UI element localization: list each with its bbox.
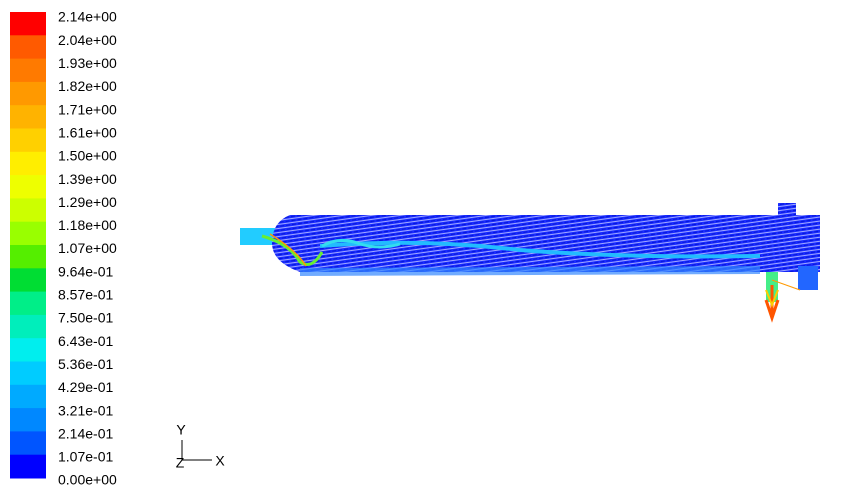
color-band bbox=[10, 175, 46, 199]
colorbar-label: 1.71e+00 bbox=[58, 101, 117, 117]
vessel-bottom bbox=[300, 266, 760, 276]
colorbar-label: 1.50e+00 bbox=[58, 148, 117, 164]
color-band bbox=[10, 151, 46, 176]
side-box bbox=[798, 266, 818, 290]
colorbar-label: 2.14e-01 bbox=[58, 425, 113, 441]
outlet-arrows bbox=[764, 285, 780, 323]
color-band bbox=[10, 58, 46, 83]
color-band bbox=[10, 384, 46, 409]
colorbar-label: 1.39e+00 bbox=[58, 171, 117, 187]
stream bbox=[321, 239, 401, 249]
color-band bbox=[10, 128, 46, 153]
colorbar-label: 9.64e-01 bbox=[58, 263, 113, 279]
color-band bbox=[10, 408, 46, 432]
colorbar-label: 8.57e-01 bbox=[58, 287, 113, 303]
vector-field bbox=[240, 203, 820, 323]
axis-label: X bbox=[215, 453, 225, 469]
color-band bbox=[10, 454, 46, 479]
axis-label: Y bbox=[176, 422, 186, 438]
color-band bbox=[10, 105, 46, 129]
colorbar-label: 0.00e+00 bbox=[58, 472, 117, 486]
colorbar-label: 3.21e-01 bbox=[58, 402, 113, 418]
stream bbox=[261, 234, 324, 266]
color-band bbox=[10, 35, 46, 60]
colorbar-label: 1.29e+00 bbox=[58, 194, 117, 210]
colorbar-label: 6.43e-01 bbox=[58, 333, 113, 349]
inlet-nozzle bbox=[240, 228, 280, 245]
color-band bbox=[10, 81, 46, 106]
colorbar-label: 1.61e+00 bbox=[58, 124, 117, 140]
color-band bbox=[10, 431, 46, 456]
colorbar-label: 1.82e+00 bbox=[58, 78, 117, 94]
colorbar-label: 1.07e+00 bbox=[58, 240, 117, 256]
color-band bbox=[10, 314, 46, 339]
colorbar-label: 1.93e+00 bbox=[58, 55, 117, 71]
color-band bbox=[10, 221, 46, 246]
colorbar-label: 5.36e-01 bbox=[58, 356, 113, 372]
colorbar-label: 2.04e+00 bbox=[58, 32, 117, 48]
top-nozzle bbox=[778, 203, 796, 217]
color-band bbox=[10, 338, 46, 362]
color-band bbox=[10, 291, 46, 316]
color-band bbox=[10, 245, 46, 269]
colorbar-label: 4.29e-01 bbox=[58, 379, 113, 395]
axis-label: Z bbox=[176, 455, 185, 471]
outlet-arrows bbox=[765, 289, 779, 308]
stream bbox=[771, 279, 801, 291]
colorbar-label: 1.07e-01 bbox=[58, 449, 113, 465]
stream bbox=[319, 240, 761, 259]
axis-triad: Y X Z bbox=[176, 422, 226, 471]
colorbar-label: 1.18e+00 bbox=[58, 217, 117, 233]
stream bbox=[269, 233, 307, 267]
color-band bbox=[10, 268, 46, 293]
colorbar: 2.14e+00 2.04e+00 1.93e+00 1.82e+00 1.71e+00… bbox=[10, 9, 117, 486]
color-band bbox=[10, 12, 46, 36]
color-band bbox=[10, 361, 46, 386]
color-band bbox=[10, 198, 46, 223]
colorbar-label: 2.14e+00 bbox=[58, 9, 117, 25]
colorbar-label: 7.50e-01 bbox=[58, 310, 113, 326]
